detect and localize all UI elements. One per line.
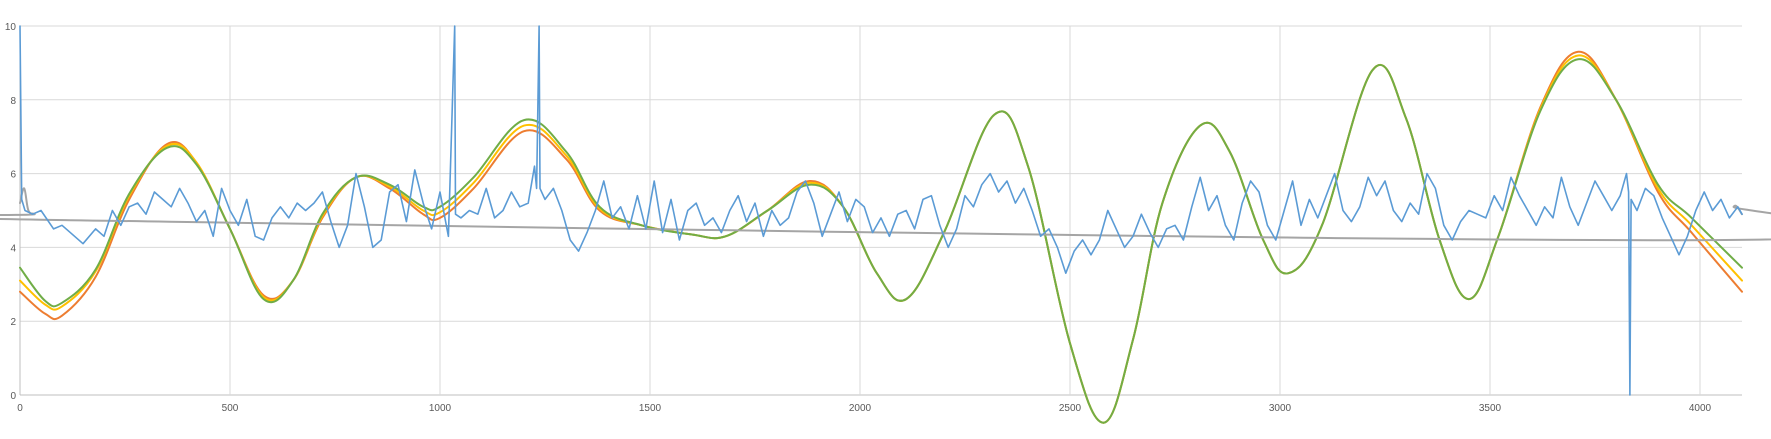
y-tick-label-10: 10 <box>5 22 17 33</box>
x-tick-label-4000: 4000 <box>1689 403 1712 414</box>
x-tick-label-2000: 2000 <box>849 403 872 414</box>
series-line-1 <box>19 50 1743 424</box>
y-tick-label-2: 2 <box>10 317 16 328</box>
x-tick-label-1500: 1500 <box>639 403 662 414</box>
y-tick-label-0: 0 <box>10 391 16 402</box>
x-tick-label-1000: 1000 <box>429 403 452 414</box>
y-tick-label-6: 6 <box>10 170 16 181</box>
y-tick-label-8: 8 <box>10 96 16 107</box>
x-tick-label-2500: 2500 <box>1059 403 1082 414</box>
y-tick-label-4: 4 <box>10 243 16 254</box>
series-line-3 <box>19 58 1743 424</box>
series-line-5 <box>19 25 1743 396</box>
x-tick-label-0: 0 <box>17 403 23 414</box>
x-tick-label-3000: 3000 <box>1269 403 1292 414</box>
x-tick-label-3500: 3500 <box>1479 403 1502 414</box>
x-tick-label-500: 500 <box>222 403 239 414</box>
